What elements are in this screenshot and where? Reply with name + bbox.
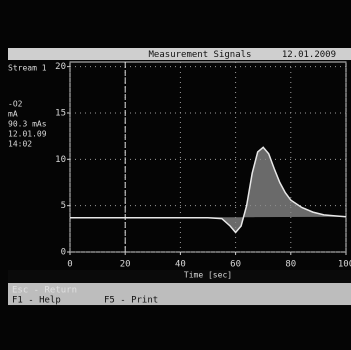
header-date: 12.01.2009 <box>282 50 336 60</box>
footer-print[interactable]: F5 - Print <box>104 296 158 306</box>
y-tick-label: 20 <box>55 62 66 72</box>
sidebar-line: mA <box>8 110 18 119</box>
x-tick-label: 60 <box>230 260 241 270</box>
footer-line: F1 - Help <box>12 296 61 306</box>
x-tick-label: 20 <box>120 260 131 270</box>
footer-line: Esc - Return <box>12 286 77 296</box>
y-tick-label: 5 <box>61 201 66 211</box>
header-title: Measurement Signals <box>149 50 252 60</box>
sidebar-line: 14:02 <box>8 140 32 149</box>
stream-label: Stream 1 <box>8 64 47 73</box>
screen: Measurement Signals 12.01.2009 Stream 1 … <box>0 0 351 350</box>
y-tick-label: 0 <box>61 248 66 258</box>
sidebar-line: 90.3 mAs <box>8 120 47 129</box>
x-tick-label: 100 <box>338 260 351 270</box>
x-tick-label: 80 <box>285 260 296 270</box>
x-tick-label: 40 <box>175 260 186 270</box>
sidebar-line: -O2 <box>8 100 23 109</box>
x-axis-label: Time [sec] <box>184 271 232 280</box>
y-tick-label: 15 <box>55 108 66 118</box>
x-tick-label: 0 <box>67 260 72 270</box>
y-tick-label: 10 <box>55 155 66 165</box>
sidebar-line: 12.01.09 <box>8 130 47 139</box>
